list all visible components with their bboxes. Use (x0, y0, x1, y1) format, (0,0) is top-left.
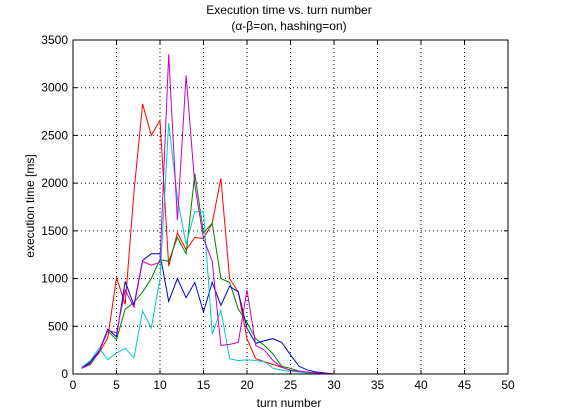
x-tick-label: 40 (414, 378, 428, 392)
x-tick-label: 30 (327, 378, 341, 392)
x-tick-label: 15 (197, 378, 211, 392)
y-tick-label: 1500 (41, 224, 68, 238)
x-tick-label: 45 (458, 378, 472, 392)
series-line-5 (81, 54, 508, 375)
x-tick-label: 20 (240, 378, 254, 392)
chart-subtitle: (α-β=on, hashing=on) (231, 19, 346, 33)
x-tick-label: 50 (501, 378, 515, 392)
x-tick-label: 10 (153, 378, 167, 392)
x-tick-label: 5 (113, 378, 120, 392)
series-lines (81, 54, 508, 375)
axes (72, 39, 509, 375)
x-tick-label: 25 (284, 378, 298, 392)
y-tick-label: 500 (48, 319, 68, 333)
series-line-3 (81, 253, 508, 375)
grid-lines (73, 40, 508, 374)
x-tick-label: 35 (371, 378, 385, 392)
x-axis-label: turn number (257, 396, 322, 410)
y-tick-label: 2500 (41, 128, 68, 142)
y-tick-label: 0 (61, 367, 68, 381)
x-tick-label: 0 (70, 378, 77, 392)
y-tick-label: 3500 (41, 33, 68, 47)
y-tick-label: 1000 (41, 272, 68, 286)
y-axis-label: execution time [ms] (23, 154, 37, 257)
y-tick-label: 3000 (41, 81, 68, 95)
y-tick-label: 2000 (41, 176, 68, 190)
chart-title: Execution time vs. turn number (206, 3, 371, 17)
tick-labels: 0 5 10 15 20 25 30 35 40 45 5005001000150020002500… (41, 33, 515, 392)
